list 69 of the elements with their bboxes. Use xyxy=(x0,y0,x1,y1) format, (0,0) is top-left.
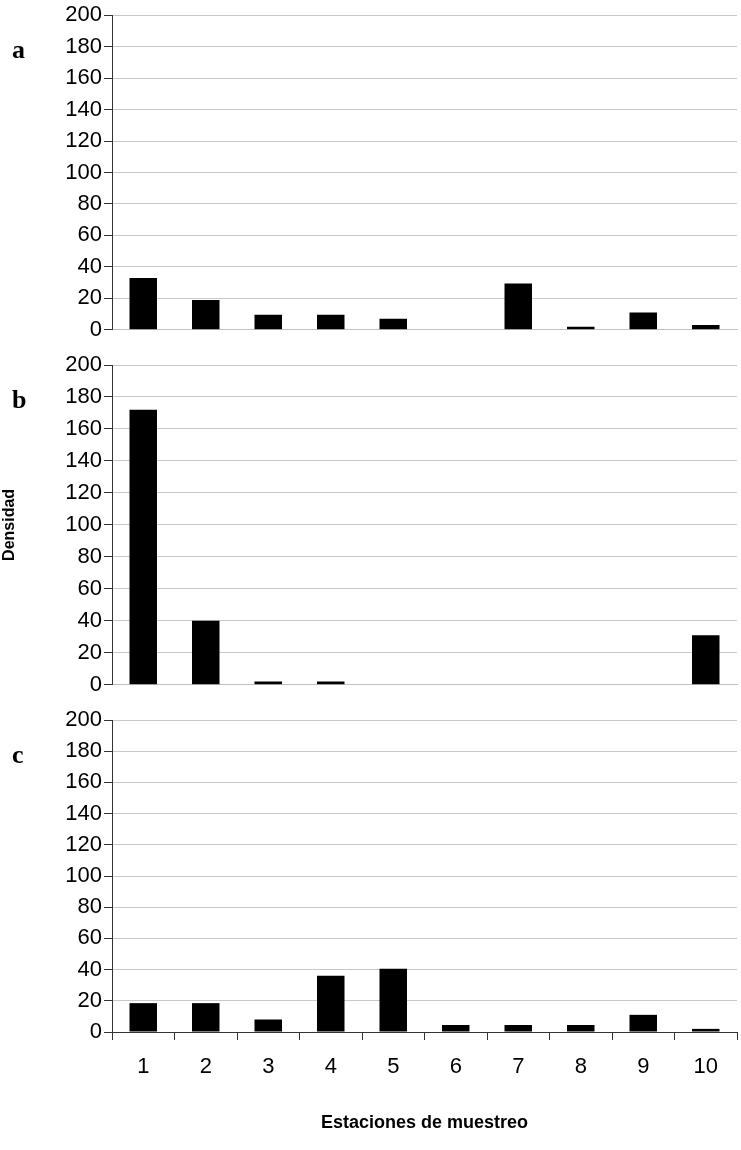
bar xyxy=(692,1028,720,1032)
x-tick-label: 3 xyxy=(262,1053,275,1079)
bar xyxy=(504,1024,532,1032)
bar xyxy=(129,277,157,330)
y-tick-label: 0 xyxy=(89,1018,102,1044)
x-axis-title: Estaciones de muestreo xyxy=(320,1112,529,1133)
y-tick-label: 140 xyxy=(65,799,102,825)
y-tick-label: 100 xyxy=(65,158,102,184)
y-tick-label: 160 xyxy=(65,768,102,794)
bar xyxy=(692,325,720,330)
y-tick-label: 100 xyxy=(65,510,102,536)
bar xyxy=(317,314,345,330)
x-tick-label: 8 xyxy=(574,1053,587,1079)
bar xyxy=(192,1003,220,1032)
y-tick-label: 40 xyxy=(77,955,102,981)
y-tick-label: 60 xyxy=(77,924,102,950)
bar xyxy=(504,283,532,330)
bar xyxy=(254,1019,282,1032)
x-tick-label: 2 xyxy=(199,1053,212,1079)
y-tick-label: 0 xyxy=(89,315,102,341)
y-tick-label: 200 xyxy=(65,1,102,27)
bar xyxy=(692,635,720,685)
bar xyxy=(317,975,345,1032)
y-tick-label: 180 xyxy=(65,383,102,409)
x-tick-label: 7 xyxy=(512,1053,525,1079)
y-tick-label: 20 xyxy=(77,638,102,664)
bar xyxy=(192,620,220,685)
x-tick-label: 9 xyxy=(637,1053,650,1079)
bar xyxy=(254,314,282,330)
bar xyxy=(129,409,157,685)
y-tick-label: 140 xyxy=(65,95,102,121)
y-tick-label: 180 xyxy=(65,737,102,763)
y-tick-label: 180 xyxy=(65,32,102,58)
y-tick-label: 160 xyxy=(65,415,102,441)
text: c xyxy=(12,739,24,769)
y-tick-label: 120 xyxy=(65,830,102,856)
x-tick-label: 4 xyxy=(324,1053,337,1079)
y-axis-title: Densidad xyxy=(0,488,18,561)
y-tick-label: 120 xyxy=(65,127,102,153)
bar xyxy=(379,968,407,1032)
bar xyxy=(629,1014,657,1032)
x-tick-label: 1 xyxy=(137,1053,150,1079)
y-tick-label: 80 xyxy=(77,893,102,919)
y-tick-label: 200 xyxy=(65,351,102,377)
y-tick-label: 40 xyxy=(77,252,102,278)
bar xyxy=(129,1003,157,1032)
y-tick-label: 200 xyxy=(65,706,102,732)
text: b xyxy=(12,385,27,415)
bar xyxy=(442,1024,470,1032)
y-tick-label: 40 xyxy=(77,606,102,632)
y-tick-label: 80 xyxy=(77,542,102,568)
bar xyxy=(192,299,220,330)
x-tick-label: 10 xyxy=(693,1053,718,1079)
y-tick-label: 20 xyxy=(77,284,102,310)
bar xyxy=(379,318,407,330)
x-tick-label: 6 xyxy=(449,1053,462,1079)
y-tick-label: 160 xyxy=(65,64,102,90)
y-tick-label: 80 xyxy=(77,190,102,216)
y-tick-label: 60 xyxy=(77,221,102,247)
bar xyxy=(567,1024,595,1032)
bar xyxy=(629,312,657,330)
text: a xyxy=(12,34,25,64)
y-tick-label: 100 xyxy=(65,862,102,888)
y-tick-label: 120 xyxy=(65,478,102,504)
y-tick-label: 140 xyxy=(65,447,102,472)
y-tick-label: 60 xyxy=(77,574,102,600)
x-tick-label: 5 xyxy=(387,1053,400,1079)
y-tick-label: 0 xyxy=(89,670,102,696)
y-tick-label: 20 xyxy=(77,986,102,1012)
